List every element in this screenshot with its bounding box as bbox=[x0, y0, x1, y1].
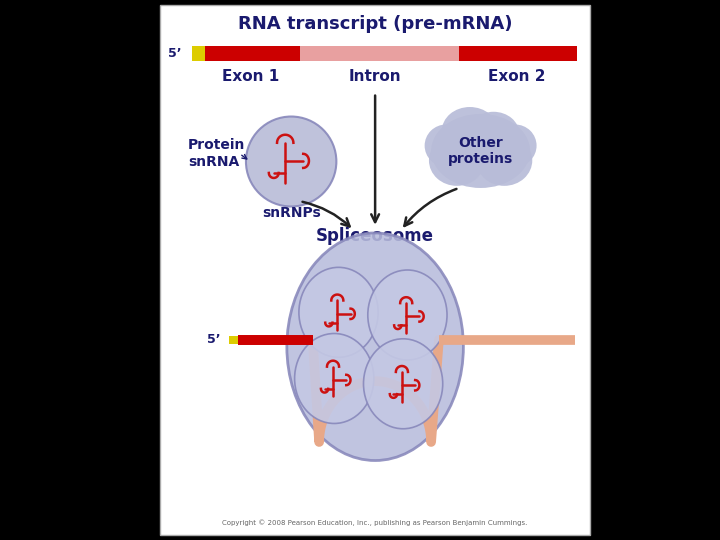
Ellipse shape bbox=[493, 124, 536, 167]
Text: 5’: 5’ bbox=[207, 333, 220, 346]
Text: snRNPs: snRNPs bbox=[262, 206, 320, 220]
Text: Intron: Intron bbox=[348, 69, 402, 84]
Text: Spliceosome: Spliceosome bbox=[316, 227, 434, 245]
Bar bbox=[192, 46, 205, 61]
Text: 5’: 5’ bbox=[168, 47, 182, 60]
Text: Protein
snRNA: Protein snRNA bbox=[188, 138, 246, 168]
Text: Copyright © 2008 Pearson Education, Inc., publishing as Pearson Benjamin Cumming: Copyright © 2008 Pearson Education, Inc.… bbox=[222, 519, 528, 526]
Bar bbox=[459, 46, 577, 61]
Ellipse shape bbox=[368, 270, 447, 360]
Ellipse shape bbox=[294, 334, 374, 423]
Text: Other
proteins: Other proteins bbox=[448, 136, 513, 166]
Ellipse shape bbox=[246, 117, 336, 206]
Ellipse shape bbox=[468, 112, 519, 156]
Bar bbox=[205, 46, 300, 61]
Text: RNA transcript (pre-mRNA): RNA transcript (pre-mRNA) bbox=[238, 15, 513, 33]
Ellipse shape bbox=[442, 107, 498, 154]
Ellipse shape bbox=[431, 114, 530, 188]
Ellipse shape bbox=[364, 339, 443, 429]
Text: Exon 2: Exon 2 bbox=[488, 69, 546, 84]
Bar bbox=[300, 46, 459, 61]
Ellipse shape bbox=[287, 233, 464, 461]
Bar bbox=[229, 336, 238, 344]
Text: Exon 1: Exon 1 bbox=[222, 69, 279, 84]
Ellipse shape bbox=[425, 124, 468, 167]
Bar bbox=[229, 336, 238, 344]
Ellipse shape bbox=[429, 135, 485, 186]
Ellipse shape bbox=[299, 267, 378, 357]
Ellipse shape bbox=[477, 135, 532, 186]
